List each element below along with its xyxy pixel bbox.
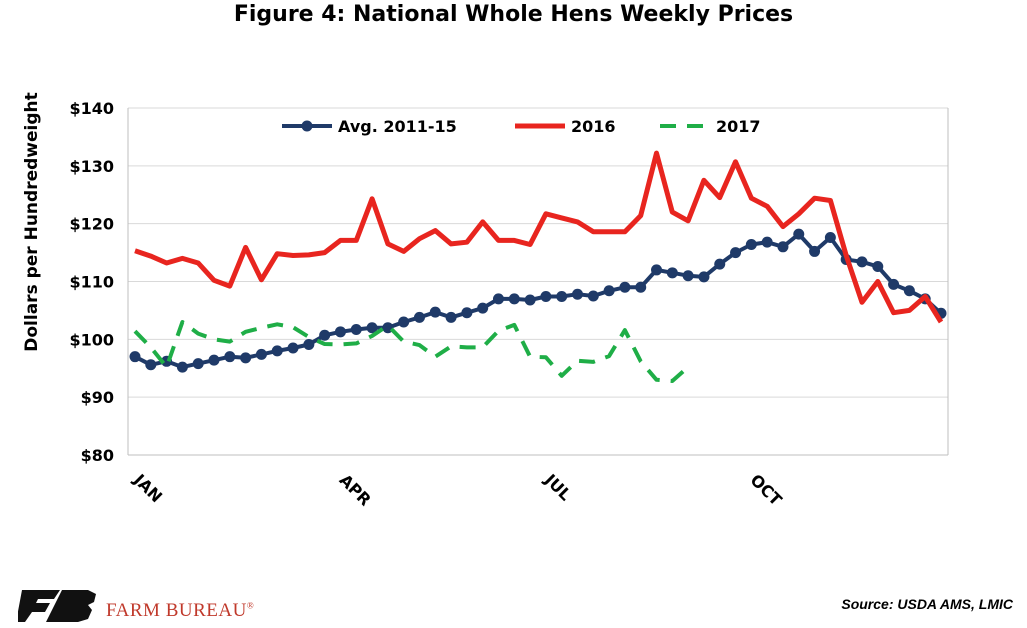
series-0 xyxy=(129,228,947,373)
gridlines xyxy=(128,107,948,398)
farm-bureau-logo xyxy=(18,590,96,622)
data-point xyxy=(492,293,504,305)
data-point xyxy=(524,294,536,306)
data-point xyxy=(413,311,425,323)
series-1 xyxy=(134,150,944,324)
data-point xyxy=(508,293,520,305)
legend-item: 2017 xyxy=(660,117,761,136)
y-tick-labels: $80 $90 $100 $110 $120 $130 $140 xyxy=(69,99,114,465)
data-point xyxy=(350,324,362,336)
y-tick-label: $140 xyxy=(69,99,114,118)
data-point xyxy=(208,354,220,366)
data-point xyxy=(824,232,836,244)
data-point xyxy=(319,329,331,341)
data-point xyxy=(255,348,267,360)
data-point xyxy=(793,228,805,240)
series-layer xyxy=(129,150,947,383)
data-point xyxy=(366,322,378,334)
data-point xyxy=(303,339,315,351)
data-point xyxy=(619,281,631,293)
data-point xyxy=(540,291,552,303)
y-tick-label: $80 xyxy=(81,446,114,465)
data-point xyxy=(809,245,821,257)
data-point xyxy=(603,285,615,297)
data-point xyxy=(872,260,884,272)
series-2 xyxy=(133,320,690,383)
y-tick-label: $120 xyxy=(69,215,114,234)
source-note: Source: USDA AMS, LMIC xyxy=(841,596,1013,612)
data-point xyxy=(556,291,568,303)
data-point xyxy=(635,281,647,293)
data-point xyxy=(651,264,663,276)
data-point xyxy=(761,236,773,248)
y-tick-label: $90 xyxy=(81,388,114,407)
data-point xyxy=(145,359,157,371)
series-line xyxy=(133,320,690,383)
series-line xyxy=(134,150,944,324)
legend-label: 2017 xyxy=(716,117,761,136)
data-point xyxy=(129,351,141,363)
legend-item: Avg. 2011-15 xyxy=(282,117,457,136)
logo-text: FARM BUREAU® xyxy=(106,600,255,621)
chart: $80$90$100$110$120$130$140 JAN APR JUL OCT … xyxy=(22,92,949,510)
data-point xyxy=(334,326,346,338)
data-point xyxy=(287,342,299,354)
data-point xyxy=(224,351,236,363)
data-point xyxy=(429,306,441,318)
data-point xyxy=(587,290,599,302)
y-tick-label: $130 xyxy=(69,157,114,176)
data-point xyxy=(176,361,188,373)
data-point xyxy=(682,270,694,282)
axes xyxy=(127,108,949,456)
data-point xyxy=(714,258,726,270)
legend-label: 2016 xyxy=(571,117,616,136)
series-line xyxy=(134,232,943,370)
data-point xyxy=(856,256,868,268)
legend: Avg. 2011-15 2016 2017 xyxy=(282,117,761,136)
data-point xyxy=(271,345,283,357)
data-point xyxy=(666,267,678,279)
data-point xyxy=(745,238,757,250)
data-point xyxy=(240,352,252,364)
x-tick-labels: JAN APR JUL OCT xyxy=(129,470,785,510)
data-point xyxy=(903,285,915,297)
data-point xyxy=(888,278,900,290)
data-point xyxy=(777,241,789,253)
data-point xyxy=(461,307,473,319)
chart-title: Figure 4: National Whole Hens Weekly Pri… xyxy=(233,2,794,27)
x-tick-label: OCT xyxy=(747,470,786,509)
data-point xyxy=(572,288,584,300)
data-point xyxy=(730,247,742,259)
x-tick-label: APR xyxy=(336,470,375,509)
y-axis-label: Dollars per Hundredweight xyxy=(22,92,42,351)
data-point xyxy=(445,311,457,323)
y-tick-label: $100 xyxy=(69,330,114,349)
data-point xyxy=(698,271,710,283)
y-tick-label: $110 xyxy=(69,273,114,292)
legend-label: Avg. 2011-15 xyxy=(338,117,457,136)
data-point xyxy=(477,302,489,314)
x-tick-label: JAN xyxy=(129,470,166,507)
legend-marker xyxy=(301,120,313,132)
x-tick-label: JUL xyxy=(540,470,575,505)
data-point xyxy=(192,358,204,370)
legend-item: 2016 xyxy=(515,117,616,136)
data-point xyxy=(398,316,410,328)
